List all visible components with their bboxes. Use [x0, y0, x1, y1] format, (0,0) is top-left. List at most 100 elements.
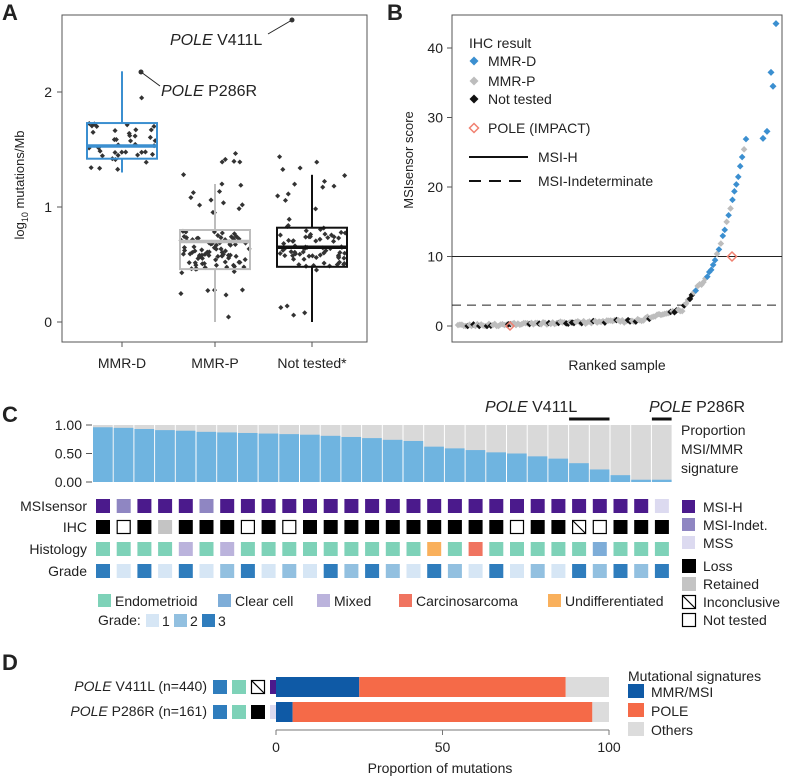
- a-xtick-label: MMR-D: [98, 355, 146, 371]
- c-msisensor-tile: [634, 499, 649, 513]
- a-data-point: [341, 255, 347, 261]
- a-data-point: [231, 158, 237, 164]
- d-row-label: POLE P286R (n=161): [70, 703, 207, 719]
- a-data-point: [222, 248, 228, 254]
- panel-c-oncoprint: 1.000.500.00 ProportionMSI/MMRsignature …: [20, 399, 780, 629]
- c-bar: [217, 432, 237, 482]
- a-data-point: [284, 303, 290, 309]
- a-data-point: [322, 231, 328, 237]
- c-msisensor-tile: [447, 499, 462, 513]
- c-msisensor-tile: [365, 499, 380, 513]
- c-bar: [196, 431, 217, 482]
- c-ihc-tile: [96, 520, 110, 534]
- c-msisensor-tile: [116, 499, 131, 513]
- a-data-point: [231, 264, 237, 270]
- a-data-point: [220, 251, 226, 257]
- a-data-point: [321, 260, 327, 266]
- a-data-point: [280, 247, 286, 253]
- b-data-point: [549, 319, 557, 326]
- a-data-point: [236, 259, 242, 265]
- a-data-point: [236, 206, 242, 212]
- c-histology-tile: [634, 542, 649, 556]
- c-ihc-tile: [365, 520, 380, 534]
- b-data-point: [769, 82, 777, 90]
- a-data-point: [231, 231, 237, 237]
- a-data-point: [192, 260, 198, 266]
- d-xtick-label: 0: [272, 739, 280, 755]
- c-bar: [610, 475, 631, 482]
- c-msisensor-tile: [199, 499, 214, 513]
- a-data-point: [183, 235, 190, 241]
- a-box-mmrd: [86, 122, 158, 160]
- a-data-point: [297, 165, 303, 171]
- c-legend-ihc-label: Loss: [703, 558, 733, 574]
- c-bar: [631, 479, 651, 482]
- c-row-label: Histology: [29, 541, 87, 557]
- b-data-point: [709, 261, 717, 269]
- c-legend-histology-label: Undifferentiated: [565, 593, 664, 609]
- b-data-point: [580, 317, 587, 325]
- a-data-point: [213, 246, 219, 252]
- a-data-point: [178, 291, 184, 297]
- c-ihc-tile: [551, 520, 566, 534]
- panel-d-stacked-bars: POLE V411L (n=440) POLE P286R (n=161) 0 50…: [70, 668, 761, 776]
- c-histology-tile: [199, 542, 214, 556]
- a-data-point: [119, 149, 125, 155]
- c-grade-tile: [634, 564, 649, 578]
- a-ytick-label: 2: [44, 84, 52, 100]
- outlier-text-v411l: POLE V411L: [170, 32, 262, 49]
- c-bar: [548, 458, 569, 482]
- a-xtick-label: Not tested*: [277, 355, 347, 371]
- c-msisensor-tile: [510, 499, 524, 513]
- b-data-point: [759, 134, 767, 142]
- outlier-label-p286r: POLE P286R: [138, 69, 257, 100]
- a-data-point: [303, 228, 309, 234]
- c-histology-tile: [261, 542, 276, 556]
- c-bar: [320, 435, 341, 482]
- a-data-point: [151, 123, 157, 129]
- a-data-point: [99, 153, 105, 159]
- b-data-point: [530, 321, 537, 328]
- a-data-point: [341, 260, 347, 267]
- b-legend-label: MMR-P: [488, 73, 535, 89]
- b-ytick-label: 40: [427, 40, 443, 56]
- d-legend-swatch: [628, 684, 644, 698]
- c-row-label: MSIsensor: [20, 498, 87, 514]
- a-data-point: [188, 194, 194, 201]
- c-ihc-tile: [654, 520, 669, 534]
- a-data-point: [199, 247, 205, 253]
- a-data-point: [226, 255, 232, 261]
- c-grade-tile: [116, 564, 131, 578]
- b-ytick-label: 10: [427, 249, 443, 265]
- c-legend-grade-prefix: Grade:: [98, 612, 141, 628]
- c-grade-tile: [158, 564, 173, 578]
- c-histology-tile: [510, 542, 524, 556]
- a-data-point: [225, 314, 232, 320]
- c-grade-tile: [323, 564, 338, 578]
- d-bar-segment-others: [565, 677, 609, 697]
- a-data-point: [135, 152, 141, 158]
- panel-label-b: B: [387, 0, 403, 25]
- c-bar: [589, 469, 610, 482]
- c-ihc-tile: [240, 519, 255, 535]
- panel-a-boxplot: log10 mutations/Mb 0 1 2 MMR-D MMR-P Not tes…: [12, 14, 368, 371]
- a-data-point: [232, 150, 239, 157]
- a-data-point: [181, 172, 187, 178]
- panel-label-a: A: [2, 0, 18, 25]
- a-data-point: [112, 149, 118, 156]
- b-legend-line-label: MSI-H: [538, 149, 578, 165]
- c-ihc-tile: [344, 520, 359, 534]
- c-grade-tile: [303, 564, 317, 578]
- a-data-point: [132, 133, 138, 139]
- a-data-point: [313, 254, 319, 261]
- c-ihc-tile: [323, 520, 338, 534]
- c-bar-background: [631, 425, 651, 482]
- c-ihc-tile: [427, 520, 442, 534]
- c-legend-grade-swatch: [146, 614, 159, 627]
- a-data-point: [282, 197, 289, 203]
- c-legend-grade-label: 1: [162, 613, 170, 629]
- c-bar: [237, 432, 258, 482]
- a-data-point: [139, 95, 145, 101]
- b-pole-point: [726, 250, 738, 263]
- a-data-point: [194, 235, 200, 241]
